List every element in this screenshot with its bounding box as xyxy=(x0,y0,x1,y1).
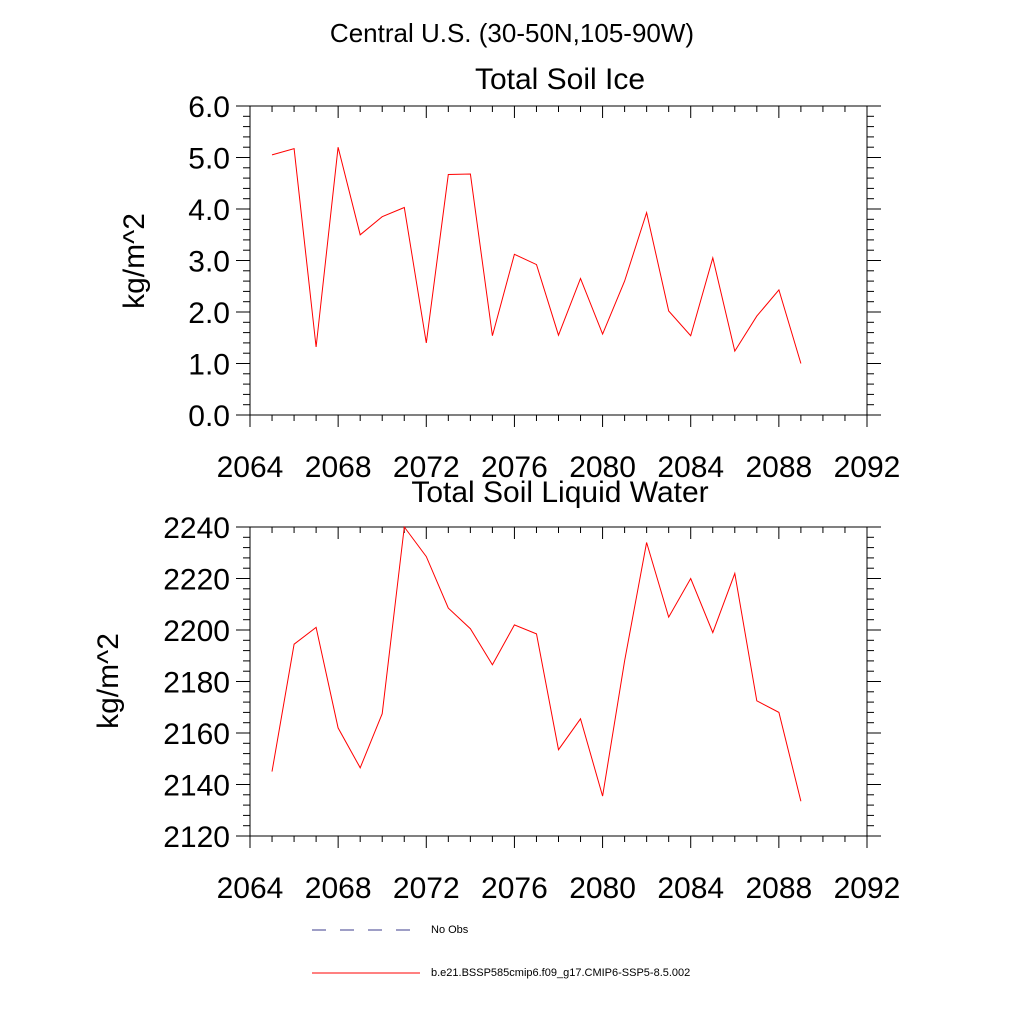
x-tick-label: 2092 xyxy=(834,451,901,484)
data-point xyxy=(403,526,406,529)
y-tick-label: 2180 xyxy=(163,667,230,700)
x-tick-label: 2084 xyxy=(657,451,724,484)
series-line xyxy=(271,525,802,802)
data-point xyxy=(733,572,736,575)
soil-liquid-water-panel: Total Soil Liquid Water kg/m^2 2064 2068 2… xyxy=(92,476,900,905)
series-line xyxy=(271,147,802,364)
data-point xyxy=(645,211,648,214)
data-point xyxy=(491,334,494,337)
data-point xyxy=(469,627,472,630)
data-point xyxy=(799,362,802,365)
y-tick-label: 2160 xyxy=(163,718,230,751)
page-title: Central U.S. (30-50N,105-90W) xyxy=(330,18,694,48)
soil-ice-panel: Total Soil Ice kg/m^2 2064 2068 2072 2076 20… xyxy=(118,63,900,484)
data-point xyxy=(513,623,516,626)
data-point xyxy=(667,616,670,619)
data-point xyxy=(359,233,362,236)
data-point xyxy=(535,263,538,266)
data-point xyxy=(601,795,604,798)
y-tick-label: 1.0 xyxy=(188,349,230,382)
x-tick-label: 2088 xyxy=(745,451,812,484)
legend-label-no-obs: No Obs xyxy=(431,924,469,936)
legend: No Obs b.e21.BSSP585cmip6.f09_g17.CMIP6-… xyxy=(312,924,690,979)
data-point xyxy=(557,334,560,337)
x-tick-label: 2072 xyxy=(393,451,460,484)
y-tick-label: 2220 xyxy=(163,564,230,597)
x-tick-label: 2064 xyxy=(217,451,284,484)
x-tick-label: 2076 xyxy=(481,451,548,484)
y-axis-label: kg/m^2 xyxy=(118,213,151,309)
data-point xyxy=(293,643,296,646)
data-point xyxy=(447,173,450,176)
data-point xyxy=(579,717,582,720)
x-tick-label: 2092 xyxy=(834,872,901,905)
data-point xyxy=(579,277,582,280)
y-tick-label: 5.0 xyxy=(188,143,230,176)
data-point xyxy=(623,280,626,283)
data-point xyxy=(337,726,340,729)
y-tick-label: 3.0 xyxy=(188,246,230,279)
data-point xyxy=(535,632,538,635)
data-point xyxy=(447,607,450,610)
data-point xyxy=(315,626,318,629)
data-point xyxy=(293,147,296,150)
y-tick-label: 2140 xyxy=(163,770,230,803)
x-tick-label: 2076 xyxy=(481,872,548,905)
data-point xyxy=(777,711,780,714)
data-point xyxy=(271,770,274,773)
data-point xyxy=(381,712,384,715)
data-point xyxy=(359,766,362,769)
data-point xyxy=(645,541,648,544)
data-point xyxy=(491,663,494,666)
y-tick-label: 2200 xyxy=(163,615,230,648)
data-point xyxy=(755,315,758,318)
chart-title: Total Soil Ice xyxy=(475,63,645,96)
x-tick-label: 2072 xyxy=(393,872,460,905)
data-point xyxy=(689,577,692,580)
y-tick-label: 2120 xyxy=(163,821,230,854)
data-point xyxy=(315,346,318,349)
y-tick-label: 4.0 xyxy=(188,194,230,227)
y-tick-label: 0.0 xyxy=(188,400,230,433)
data-point xyxy=(623,659,626,662)
x-tick-label: 2084 xyxy=(657,872,724,905)
data-point xyxy=(425,341,428,344)
data-point xyxy=(271,153,274,156)
data-point xyxy=(601,333,604,336)
data-point xyxy=(711,256,714,259)
data-point xyxy=(689,334,692,337)
data-point xyxy=(513,253,516,256)
data-point xyxy=(425,555,428,558)
legend-label-model-run: b.e21.BSSP585cmip6.f09_g17.CMIP6-SSP5-8.… xyxy=(431,967,690,979)
data-point xyxy=(337,146,340,149)
data-point xyxy=(403,206,406,209)
x-tick-label: 2068 xyxy=(305,872,372,905)
data-point xyxy=(733,350,736,353)
x-tick-label: 2064 xyxy=(217,872,284,905)
x-tick-label: 2080 xyxy=(569,872,636,905)
data-point xyxy=(667,309,670,312)
data-point xyxy=(557,748,560,751)
data-point xyxy=(755,699,758,702)
y-tick-label: 2240 xyxy=(163,512,230,545)
data-point xyxy=(381,215,384,218)
data-point xyxy=(799,800,802,803)
y-tick-label: 2.0 xyxy=(188,297,230,330)
x-tick-label: 2080 xyxy=(569,451,636,484)
x-tick-label: 2088 xyxy=(745,872,812,905)
data-point xyxy=(711,631,714,634)
data-point xyxy=(777,288,780,291)
x-tick-label: 2068 xyxy=(305,451,372,484)
y-tick-label: 6.0 xyxy=(188,91,230,124)
data-point xyxy=(469,172,472,175)
chart-title: Total Soil Liquid Water xyxy=(411,476,708,509)
y-axis-label: kg/m^2 xyxy=(92,633,125,729)
